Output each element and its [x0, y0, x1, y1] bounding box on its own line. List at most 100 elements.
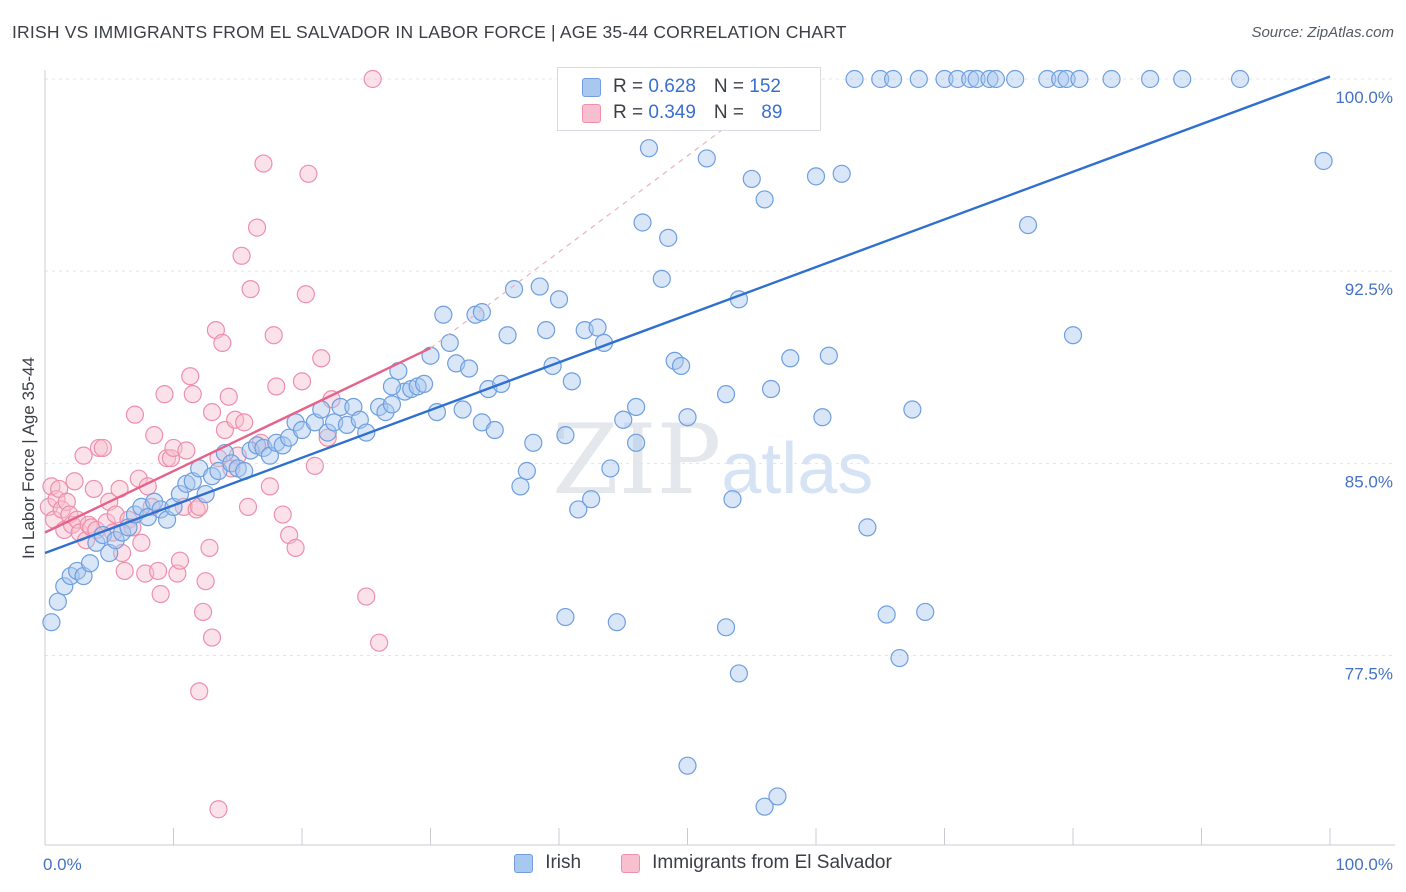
- salvador-point: [264, 326, 283, 345]
- irish-point: [562, 372, 581, 391]
- irish-point: [530, 277, 549, 296]
- salvador-point: [181, 367, 200, 386]
- salvador-point: [148, 561, 168, 581]
- salvador-point: [89, 438, 109, 458]
- irish-point: [716, 385, 736, 404]
- salvador-point: [151, 584, 170, 604]
- irish-point: [633, 213, 652, 232]
- salvador-trend-line: [44, 346, 432, 534]
- watermark-zip: ZIP: [552, 404, 722, 516]
- irish-r-value: 0.628: [648, 76, 696, 97]
- y-tick-label: 85.0%: [1345, 472, 1393, 491]
- legend-irish-swatch: [514, 853, 534, 873]
- irish-point: [980, 69, 999, 89]
- irish-point: [639, 139, 659, 158]
- irish-point: [607, 613, 626, 632]
- irish-point: [48, 592, 67, 611]
- irish-point: [845, 69, 864, 89]
- irish-point: [716, 618, 736, 637]
- salvador-point: [292, 372, 312, 391]
- irish-point: [1051, 69, 1070, 89]
- salvador-points: [39, 69, 389, 819]
- irish-n-label: N =: [713, 76, 750, 97]
- irish-points: [42, 69, 1333, 816]
- salvador-r-label: R =: [613, 102, 649, 123]
- salvador-point: [170, 551, 190, 570]
- salvador-point: [115, 561, 134, 581]
- y-tick-label: 100.0%: [1335, 88, 1393, 107]
- source-label: Source: ZipAtlas.com: [1251, 24, 1394, 41]
- salvador-point: [267, 377, 286, 396]
- irish-point: [819, 346, 838, 365]
- irish-point: [678, 756, 697, 775]
- irish-point: [659, 228, 678, 247]
- irish-point: [671, 356, 691, 376]
- irish-point: [1070, 69, 1089, 89]
- irish-point: [1140, 69, 1160, 89]
- irish-point: [524, 433, 543, 452]
- salvador-point: [232, 246, 251, 265]
- irish-point: [961, 69, 980, 89]
- irish-point: [357, 423, 376, 442]
- irish-point: [1038, 69, 1057, 89]
- irish-point: [537, 320, 556, 340]
- salvador-point: [299, 164, 318, 183]
- y-axis-title: In Labor Force | Age 35-44: [19, 357, 38, 559]
- irish-point: [858, 518, 877, 537]
- y-tick-label: 92.5%: [1345, 280, 1393, 299]
- irish-point: [1057, 69, 1076, 89]
- salvador-point: [183, 385, 202, 404]
- irish-point: [80, 554, 100, 573]
- irish-point: [986, 69, 1006, 89]
- irish-point: [916, 602, 935, 622]
- salvador-point: [357, 587, 376, 606]
- axes: [44, 70, 1395, 846]
- irish-point: [549, 290, 569, 309]
- irish-point: [1173, 69, 1192, 89]
- x-tick-label-min: 0.0%: [43, 855, 82, 874]
- irish-point: [1063, 326, 1083, 345]
- irish-point: [1102, 69, 1121, 89]
- irish-point: [331, 397, 350, 417]
- irish-point: [768, 787, 787, 806]
- salvador-point: [209, 800, 228, 819]
- irish-point: [414, 374, 434, 394]
- irish-point: [498, 326, 517, 345]
- salvador-point: [273, 505, 292, 524]
- irish-point: [517, 461, 536, 481]
- irish-point: [652, 269, 671, 288]
- legend-salvador-swatch: [621, 853, 641, 873]
- irish-trend-line: [44, 75, 1331, 555]
- irish-point: [1230, 69, 1250, 89]
- salvador-point: [187, 500, 206, 519]
- zipatlas-watermark: ZIPatlas: [552, 404, 873, 516]
- irish-point: [601, 459, 620, 478]
- salvador-point: [219, 387, 238, 406]
- irish-point: [948, 69, 967, 89]
- salvador-point: [145, 426, 164, 445]
- irish-point: [877, 605, 896, 624]
- trend-lines: [44, 75, 1331, 555]
- legend-row-salvador: R = 0.349 N = 89: [582, 100, 782, 126]
- salvador-point: [260, 477, 279, 496]
- irish-point: [742, 169, 761, 189]
- irish-point: [440, 333, 459, 353]
- irish-point: [935, 69, 954, 89]
- irish-point: [485, 420, 504, 440]
- grid-lines: [45, 78, 1395, 656]
- salvador-point: [155, 385, 174, 404]
- irish-point: [569, 500, 588, 519]
- salvador-point: [213, 333, 232, 353]
- irish-point: [1018, 215, 1038, 235]
- salvador-point: [65, 472, 84, 491]
- salvador-point: [235, 413, 254, 432]
- salvador-point: [193, 602, 213, 622]
- irish-point: [434, 305, 453, 324]
- salvador-point: [247, 218, 267, 237]
- salvador-point: [296, 285, 315, 304]
- irish-point: [903, 400, 922, 419]
- irish-point: [459, 359, 479, 378]
- salvador-point: [241, 280, 260, 299]
- watermark-atlas: atlas: [721, 429, 874, 509]
